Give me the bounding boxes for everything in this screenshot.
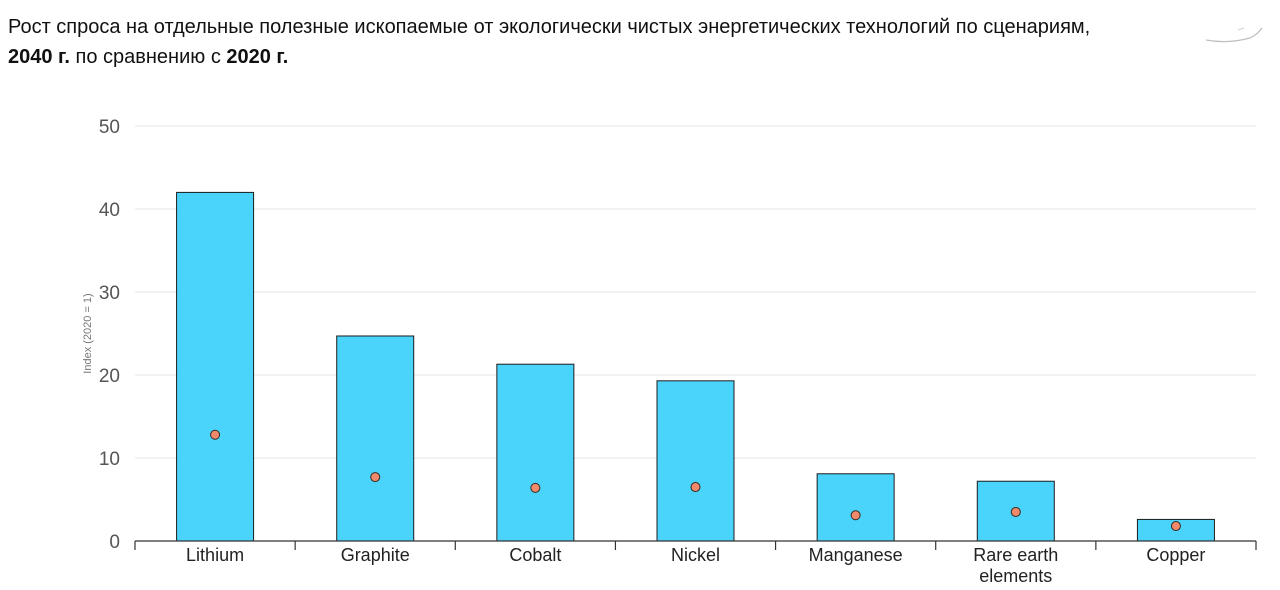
y-tick-label: 40 [99,200,120,221]
dot-cobalt [530,482,541,493]
x-tick-label: Manganese [809,545,903,565]
y-tick-label: 20 [99,366,120,387]
chart-title: Рост спроса на отдельные полезные ископа… [8,12,1188,72]
x-tick-label: Cobalt [509,545,561,565]
bar-nickel [656,380,735,542]
y-tick-label: 0 [109,532,120,553]
y-axis-label: Index (2020 = 1) [82,293,94,373]
y-tick-label: 50 [99,117,120,138]
x-tick-label: Nickel [671,545,720,565]
bar-lithium [176,191,255,542]
bar-manganese [816,473,895,542]
x-tick-label: elements [979,566,1052,586]
dot-nickel [690,482,701,493]
dot-copper [1170,521,1181,532]
title-connector: по сравнению с [69,46,227,68]
title-text: Рост спроса на отдельные полезные ископа… [8,16,1091,38]
y-tick-label: 10 [99,449,120,470]
dot-rare-earth-elements [1010,506,1021,517]
bar-cobalt [496,363,575,542]
dot-lithium [210,429,221,440]
y-tick-label: 30 [99,283,120,304]
dot-graphite [370,472,381,483]
title-year-2020: 2020 г. [226,46,289,68]
dot-manganese [850,510,861,521]
bar-graphite [336,335,415,542]
pen-scribble-mark [1205,27,1263,43]
x-tick-label: Graphite [341,545,410,565]
title-year-2040: 2040 г. [8,46,70,68]
x-tick-label: Rare earth [973,545,1058,565]
x-tick-label: Lithium [186,545,244,565]
x-tick-label: Copper [1146,545,1205,565]
